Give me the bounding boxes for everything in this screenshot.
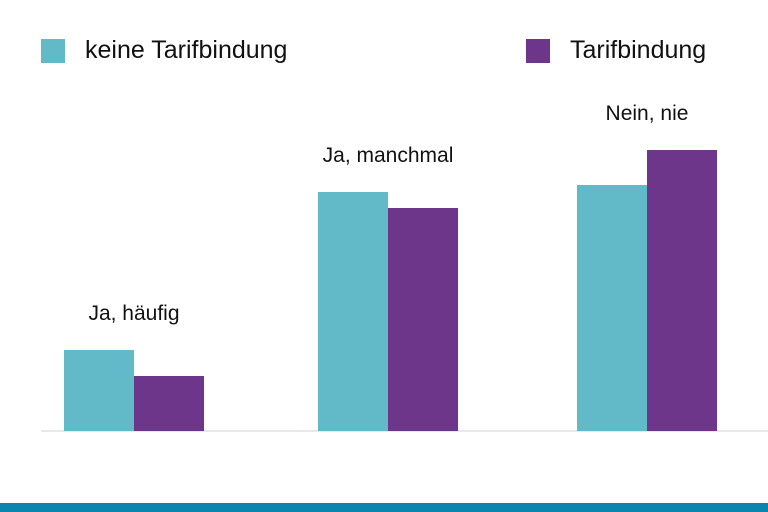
legend-label: Tarifbindung [570, 36, 707, 64]
category-label: Ja, manchmal [323, 144, 454, 167]
legend-item-keine-tarifbindung: keine Tarifbindung [41, 36, 287, 65]
footer-bar [0, 503, 768, 512]
legend-label: keine Tarifbindung [85, 36, 288, 64]
category-label: Nein, nie [606, 102, 689, 125]
bar-keine-tarifbindung [64, 350, 134, 431]
legend-swatch [41, 38, 65, 63]
legend-item-tarifbindung: Tarifbindung [526, 36, 706, 65]
bar-keine-tarifbindung [577, 185, 647, 431]
bar-tarifbindung [647, 150, 717, 431]
bar-keine-tarifbindung [318, 192, 388, 431]
legend-swatch [526, 38, 550, 63]
category-label: Ja, häufig [88, 302, 179, 325]
bar-tarifbindung [388, 208, 458, 431]
bar-tarifbindung [134, 376, 204, 431]
